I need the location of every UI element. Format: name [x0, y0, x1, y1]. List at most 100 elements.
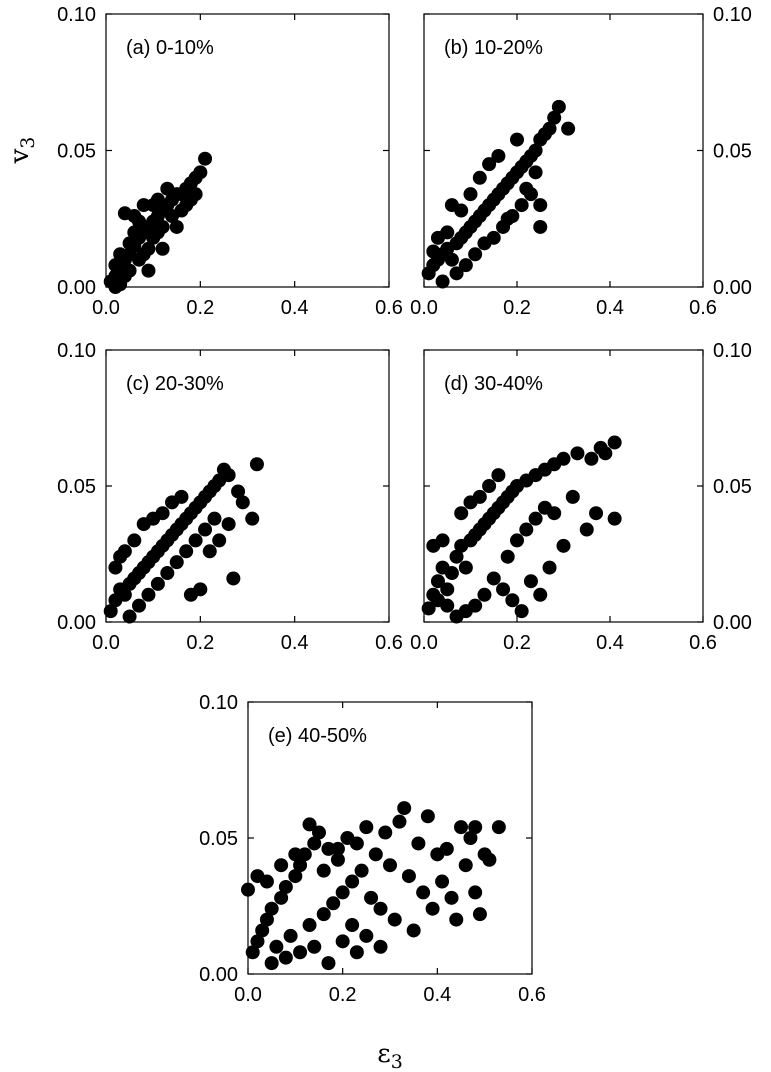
panel-label: (e) 40-50%	[268, 725, 367, 747]
data-point	[160, 566, 175, 581]
y-axis-title-sub: 3	[17, 137, 39, 149]
y-tick-label: 0.10	[57, 340, 96, 362]
x-tick-label: 0.0	[92, 632, 120, 654]
data-point	[519, 181, 534, 196]
data-point	[278, 950, 293, 965]
data-point	[316, 907, 331, 922]
data-point	[468, 820, 483, 835]
data-point	[122, 236, 137, 251]
x-axis-title-base: ε	[377, 1039, 390, 1069]
data-point	[274, 890, 289, 905]
data-point	[122, 609, 137, 624]
data-point	[127, 225, 142, 240]
data-point	[141, 263, 156, 278]
data-point	[435, 874, 450, 889]
data-point	[245, 511, 260, 526]
data-point	[598, 446, 613, 461]
data-point	[533, 219, 548, 234]
data-point	[444, 252, 459, 267]
data-point	[607, 511, 622, 526]
x-tick-label: 0.6	[375, 632, 403, 654]
panel-c: 0.0 0.2 0.4 0.6 0.00 0.05 0.10 (c) 20-30%	[57, 340, 403, 654]
data-point	[482, 157, 497, 172]
data-point	[542, 121, 557, 136]
data-point	[387, 912, 402, 927]
data-point	[141, 587, 156, 602]
data-point	[132, 598, 147, 613]
data-point	[430, 574, 445, 589]
y-tick-label: 0.05	[199, 828, 238, 850]
data-point	[589, 506, 604, 521]
x-tick-label: 0.2	[503, 297, 531, 319]
data-point	[193, 165, 208, 180]
data-point	[174, 489, 189, 504]
data-point	[212, 533, 227, 548]
data-point	[425, 901, 440, 916]
data-point	[472, 489, 487, 504]
data-point	[188, 533, 203, 548]
data-point	[556, 538, 571, 553]
data-point	[547, 506, 562, 521]
data-point	[127, 533, 142, 548]
data-point	[259, 912, 274, 927]
data-point	[411, 836, 426, 851]
y-tick-label: 0.05	[57, 141, 96, 163]
data-point	[551, 99, 566, 114]
data-point	[510, 132, 524, 147]
data-point	[519, 522, 534, 537]
data-point	[486, 230, 501, 245]
data-point	[216, 462, 231, 477]
y-tick-label: 0.00	[57, 277, 96, 299]
data-point	[406, 923, 421, 938]
x-tick-label: 0.4	[596, 297, 624, 319]
data-point	[449, 609, 464, 624]
data-point	[345, 874, 360, 889]
data-point	[373, 939, 388, 954]
x-axis-title: ε3	[377, 1039, 403, 1072]
data-point	[127, 209, 142, 224]
x-tick-label: 0.4	[423, 984, 451, 1006]
data-point	[264, 956, 279, 971]
data-point	[288, 869, 303, 884]
data-point	[302, 817, 317, 832]
x-tick-label: 0.2	[329, 984, 357, 1006]
data-point	[458, 858, 473, 873]
data-point	[444, 890, 459, 905]
x-tick-label: 0.0	[410, 632, 438, 654]
data-point	[607, 435, 622, 450]
data-point	[150, 576, 165, 591]
data-point	[335, 885, 350, 900]
data-point	[454, 203, 469, 218]
data-point	[103, 604, 118, 619]
data-point	[207, 511, 222, 526]
panel-label: (c) 20-30%	[126, 373, 224, 395]
data-point	[533, 587, 548, 602]
data-point	[454, 820, 468, 835]
y-tick-label: 0.10	[57, 4, 96, 26]
data-point	[426, 244, 441, 259]
data-point	[383, 858, 397, 873]
data-point	[293, 858, 308, 873]
data-point	[482, 479, 497, 493]
data-point	[420, 809, 435, 824]
data-point	[302, 918, 317, 933]
data-point	[430, 593, 445, 608]
data-point	[198, 522, 213, 537]
data-point	[533, 198, 548, 213]
data-point	[108, 560, 123, 575]
data-point	[245, 945, 260, 960]
panel-b: 0.0 0.2 0.4 0.60.00 0.05 0.10 (b) 10-20%	[410, 4, 752, 319]
data-point	[477, 587, 492, 602]
data-point	[330, 841, 345, 856]
data-point	[444, 566, 459, 581]
y-tick-label: 0.00	[713, 277, 752, 299]
data-point	[528, 165, 543, 180]
data-point	[491, 468, 506, 483]
data-point	[345, 918, 360, 933]
data-point	[155, 219, 170, 234]
data-point	[458, 258, 473, 273]
data-point	[117, 587, 132, 602]
data-point	[146, 198, 161, 213]
data-point	[454, 506, 469, 521]
